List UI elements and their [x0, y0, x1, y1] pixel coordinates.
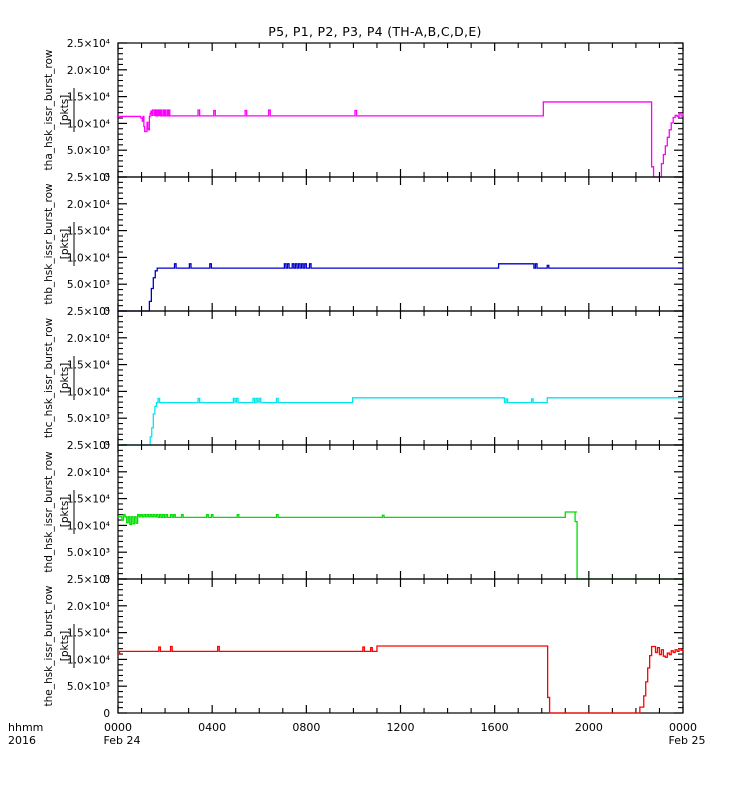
- y-tick-label: 5.0×10³: [67, 145, 110, 157]
- y-tick-label: 2.0×10⁴: [67, 601, 110, 613]
- y-tick-label: 1.5×10⁴: [67, 226, 110, 238]
- x-tick-label: 0800: [292, 721, 320, 734]
- x-tick-label: 2000: [575, 721, 603, 734]
- panel-frame-thc: [117, 310, 684, 446]
- y-tick-label: 2.5×10⁴: [67, 574, 110, 586]
- y-tick-label: 2.5×10⁴: [67, 440, 110, 452]
- panel-frame-thb: [117, 176, 684, 312]
- y-tick-label: 1.0×10⁴: [67, 252, 110, 264]
- x-tick-label: 1200: [387, 721, 415, 734]
- panel-frame-thd: [117, 444, 684, 580]
- y-tick-label: 5.0×10³: [67, 413, 110, 425]
- y-tick-label: 1.0×10⁴: [67, 520, 110, 532]
- y-tick-label: 2.0×10⁴: [67, 333, 110, 345]
- y-axis-unit-thb: [pkts]: [59, 229, 71, 260]
- y-tick-label: 0: [103, 440, 110, 452]
- panel-thc: 0 5.0×10³ 1.0×10⁴ 1.5×10⁴ 2.0×10⁴ 2.5×10⁴ thc_…: [43, 306, 684, 452]
- data-trace-thd: [118, 511, 683, 580]
- y-tick-label: 1.0×10⁴: [67, 654, 110, 666]
- y-axis-unit-thc: [pkts]: [59, 363, 71, 394]
- y-axis-label-thb: thb_hsk_issr_burst_row: [43, 183, 55, 305]
- figure-title: P5, P1, P2, P3, P4 (TH-A,B,C,D,E): [268, 24, 482, 39]
- x-tick-label: 0000: [104, 721, 132, 734]
- data-trace-thb: [118, 263, 683, 312]
- panel-tha: 0 5.0×10³ 1.0×10⁴ 1.5×10⁴ 2.0×10⁴ 2.5×10⁴ tha_…: [43, 38, 684, 184]
- y-tick-label: 1.5×10⁴: [67, 494, 110, 506]
- y-axis-unit-thd: [pkts]: [59, 497, 71, 528]
- x-axis-corner-year: 2016: [8, 734, 36, 747]
- y-tick-label: 1.5×10⁴: [67, 628, 110, 640]
- panel-thd: 0 5.0×10³ 1.0×10⁴ 1.5×10⁴ 2.0×10⁴ 2.5×10⁴ thd_…: [43, 440, 684, 586]
- x-tick-date-label: Feb 25: [669, 734, 706, 747]
- x-tick-date-label: Feb 24: [104, 734, 141, 747]
- y-tick-label: 0: [103, 574, 110, 586]
- x-tick-label: 1600: [481, 721, 509, 734]
- y-tick-label: 0: [103, 172, 110, 184]
- y-tick-label: 0: [103, 708, 110, 720]
- y-tick-label: 1.5×10⁴: [67, 92, 110, 104]
- y-tick-label: 2.5×10⁴: [67, 172, 110, 184]
- y-axis-label-thc: thc_hsk_issr_burst_row: [43, 317, 55, 438]
- y-tick-label: 1.0×10⁴: [67, 386, 110, 398]
- y-axis-label-the: the_hsk_issr_burst_row: [43, 585, 55, 706]
- y-tick-label: 5.0×10³: [67, 279, 110, 291]
- y-tick-label: 1.0×10⁴: [67, 118, 110, 130]
- data-trace-tha: [118, 101, 684, 178]
- panel-thb: 0 5.0×10³ 1.0×10⁴ 1.5×10⁴ 2.0×10⁴ 2.5×10⁴ thb_…: [43, 172, 684, 318]
- panel-frame-tha: [117, 42, 684, 178]
- y-tick-label: 1.5×10⁴: [67, 360, 110, 372]
- data-trace-thc: [118, 397, 683, 446]
- y-tick-label: 0: [103, 306, 110, 318]
- y-tick-label: 5.0×10³: [67, 547, 110, 559]
- data-trace-the: [118, 645, 684, 714]
- y-tick-label: 2.5×10⁴: [67, 38, 110, 50]
- y-axis-label-thd: thd_hsk_issr_burst_row: [43, 451, 55, 573]
- y-axis-label-tha: tha_hsk_issr_burst_row: [43, 49, 55, 170]
- y-tick-label: 5.0×10³: [67, 681, 110, 693]
- y-axis-unit-the: [pkts]: [59, 631, 71, 662]
- x-tick-label: 0400: [198, 721, 226, 734]
- panel-the: 0 5.0×10³ 1.0×10⁴ 1.5×10⁴ 2.0×10⁴ 2.5×10⁴ the_…: [43, 574, 684, 720]
- y-tick-label: 2.0×10⁴: [67, 467, 110, 479]
- x-axis-corner-hhmm: hhmm: [8, 721, 43, 734]
- y-axis-unit-tha: [pkts]: [59, 95, 71, 126]
- y-tick-label: 2.5×10⁴: [67, 306, 110, 318]
- x-tick-label: 0000: [669, 721, 697, 734]
- y-tick-label: 2.0×10⁴: [67, 65, 110, 77]
- y-tick-label: 2.0×10⁴: [67, 199, 110, 211]
